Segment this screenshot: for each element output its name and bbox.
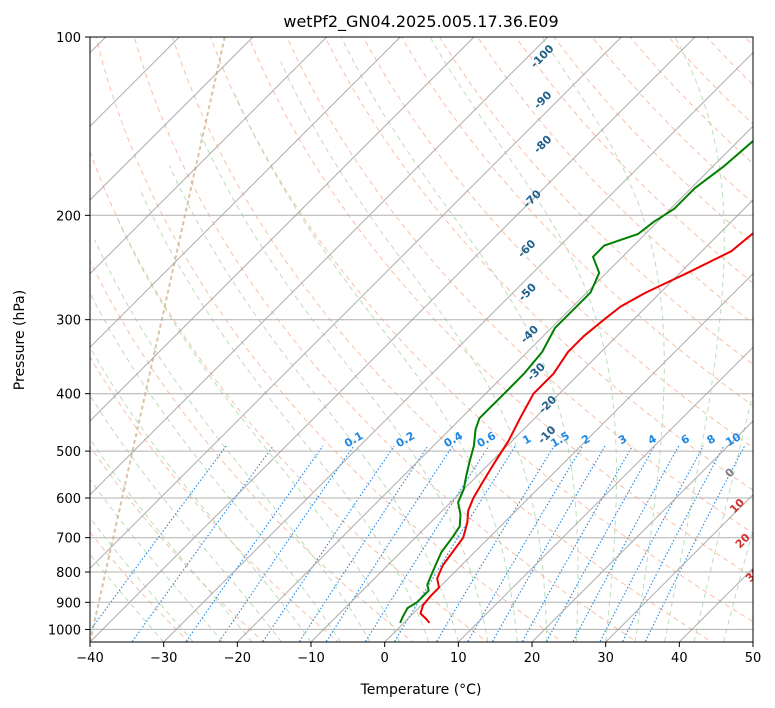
isotherm-line <box>310 199 753 642</box>
dry-adiabat-line <box>286 37 753 534</box>
x-tick-label: 40 <box>671 651 688 666</box>
isotherm-line <box>90 37 622 570</box>
mixing-ratio-line <box>572 445 680 642</box>
y-tick-label: 300 <box>56 314 81 329</box>
moist-adiabat-line <box>429 37 617 642</box>
dewpoint-profile <box>399 139 753 624</box>
mixing-ratio-line <box>185 445 324 642</box>
mixing-ratio-line <box>621 445 725 642</box>
dry-adiabat-line <box>90 150 489 642</box>
profiles <box>399 139 753 624</box>
dry-adiabat-line <box>133 37 638 642</box>
mixing-ratio-line <box>545 445 656 642</box>
moist-adiabat-line <box>139 187 430 642</box>
dry-adiabat-line <box>171 37 713 642</box>
y-tick-label: 200 <box>56 209 81 224</box>
isotherm-line <box>90 37 549 496</box>
moist-adiabat-line <box>90 394 282 642</box>
mixing-ratio-line <box>218 445 355 642</box>
dry-adiabat-line <box>400 37 753 407</box>
x-tick-label: 20 <box>524 651 541 666</box>
y-tick-label: 400 <box>56 388 81 403</box>
isotherm-line <box>384 272 753 642</box>
plot-frame <box>89 36 754 643</box>
y-tick-label: 700 <box>56 532 81 547</box>
isotherm-line <box>236 125 753 642</box>
x-tick-label: −10 <box>297 651 324 666</box>
isotherm-line <box>90 37 328 275</box>
mixing-ratio-line <box>131 445 274 642</box>
mixing-ratio-line <box>521 445 633 642</box>
x-tick-label: −30 <box>150 651 177 666</box>
lcl-curve <box>90 37 226 642</box>
mixing-ratio-line <box>599 445 704 642</box>
moist-adiabat-line <box>541 37 665 642</box>
moist-adiabat-line <box>664 37 725 642</box>
y-tick-label: 1000 <box>48 623 81 638</box>
mixing-ratio-line <box>298 445 429 642</box>
isotherm-line <box>605 493 753 642</box>
dry-adiabat-line <box>210 37 753 623</box>
isotherm-line <box>531 420 753 642</box>
isotherm-line <box>90 37 401 349</box>
isobar-grid <box>90 37 753 630</box>
isotherm-line <box>90 37 254 201</box>
x-tick-label: −20 <box>224 651 251 666</box>
isotherm-line <box>90 37 696 642</box>
isotherm-line <box>457 346 753 642</box>
isotherm-grid <box>90 37 753 642</box>
axes: −40 −30 −20 −10 0 10 20 30 40 50 1000 900 800 700 600 5… <box>48 31 761 666</box>
y-axis-label: Pressure (hPa) <box>12 290 28 390</box>
temperature-profile <box>419 232 753 624</box>
mixing-ratio-line <box>262 445 395 642</box>
x-tick-label: 50 <box>745 651 762 666</box>
moist-adiabat-line <box>115 215 400 642</box>
dry-adiabat-line <box>90 259 414 642</box>
dry-adiabats <box>90 37 753 642</box>
mixing-ratio-line <box>393 445 516 642</box>
moist-adiabat-line <box>280 61 548 642</box>
x-tick-label: 30 <box>597 651 614 666</box>
moist-adiabat-line <box>234 94 518 642</box>
dry-adiabat-line <box>95 37 564 642</box>
isotherm-line <box>163 51 753 642</box>
chart-title: wetPf2_GN04.2025.005.17.36.E09 <box>283 12 558 32</box>
dry-adiabat-line <box>248 37 753 578</box>
moist-adiabat-line <box>94 239 371 642</box>
moist-adiabat-line <box>169 165 459 642</box>
dry-adiabat-line <box>90 356 339 642</box>
moist-adiabat-line <box>90 553 165 642</box>
y-tick-label: 500 <box>56 445 81 460</box>
dry-adiabat-line <box>477 37 753 325</box>
y-tick-label: 100 <box>56 31 81 46</box>
isotherm-line <box>90 37 475 422</box>
x-tick-label: 0 <box>381 651 389 666</box>
moist-adiabat-label: 30 <box>743 565 763 585</box>
y-tick-label: 800 <box>56 566 81 581</box>
y-tick-label: 900 <box>56 596 81 611</box>
mixing-ratio-line <box>364 445 490 642</box>
mixing-ratio-line <box>90 445 227 632</box>
x-tick-label: 10 <box>450 651 467 666</box>
x-axis-label: Temperature (°C) <box>360 682 482 698</box>
dry-adiabat-line <box>362 37 753 449</box>
x-tick-label: −40 <box>76 651 103 666</box>
y-tick-label: 600 <box>56 492 81 507</box>
moist-adiabat-line <box>340 37 579 642</box>
mixing-ratio-line <box>325 445 454 642</box>
